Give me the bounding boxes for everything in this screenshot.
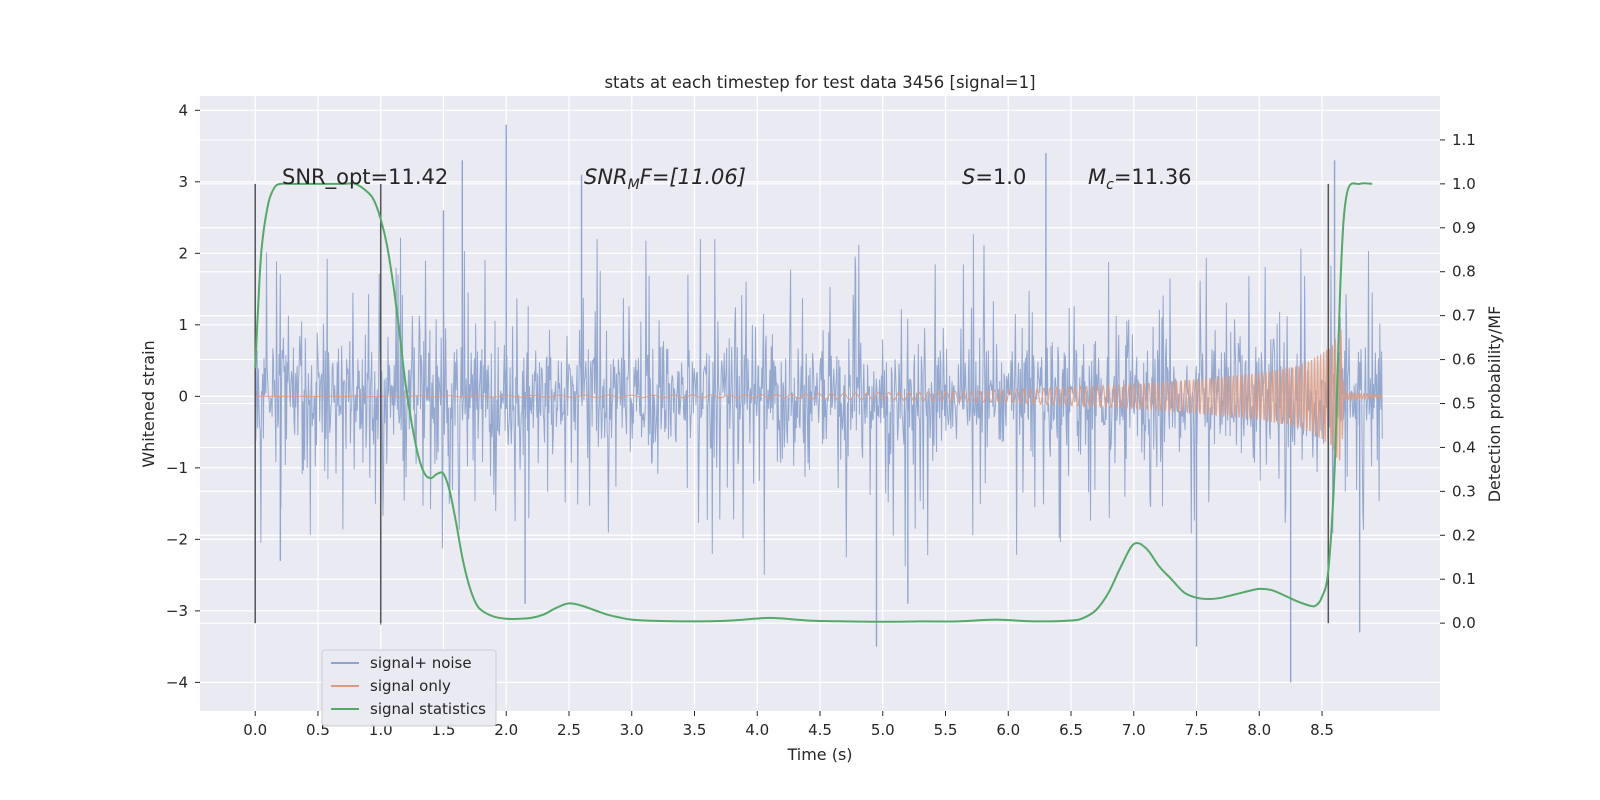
y-tick-label-right: 0.9	[1452, 219, 1476, 237]
annotation-snr-mf-rest: F=[11.06]	[640, 165, 746, 189]
legend-label-signal-noise: signal+ noise	[370, 654, 472, 672]
y-tick-label-right: 0.2	[1452, 526, 1476, 544]
annotation-s: S=1.0	[962, 165, 1026, 189]
x-tick-label: 7.5	[1185, 721, 1209, 739]
annotation-snr-mf: SNRMF=[11.06]	[584, 165, 746, 193]
x-tick-label: 8.0	[1247, 721, 1271, 739]
legend-label-signal-only: signal only	[370, 677, 451, 695]
legend: signal+ noise signal only signal statist…	[321, 649, 497, 727]
annotation-snr-mf-sub: M	[628, 177, 640, 193]
annotation-snr-opt: SNR_opt=11.42	[282, 165, 448, 190]
legend-box	[321, 649, 497, 727]
x-tick-label: 4.0	[745, 721, 769, 739]
x-tick-label: 3.0	[620, 721, 644, 739]
x-tick-label: 5.5	[934, 721, 958, 739]
y-tick-label-right: 0.1	[1452, 570, 1476, 588]
x-tick-label: 2.0	[494, 721, 518, 739]
y-tick-label-left: 0	[178, 387, 188, 405]
signal-only-series	[255, 329, 1383, 461]
y-tick-label-right: 0.3	[1452, 482, 1476, 500]
y-tick-label-right: 1.1	[1452, 131, 1476, 149]
y-tick-label-left: −2	[166, 530, 188, 548]
signal-only-line	[255, 329, 1383, 461]
y-tick-label-right: 0.8	[1452, 263, 1476, 281]
vertical-markers	[254, 183, 1330, 624]
annotation-mc: Mc=11.36	[1088, 165, 1192, 193]
annotation-mc-sub: c	[1106, 177, 1114, 193]
annotation-s-main: S	[962, 165, 975, 189]
y-tick-label-right: 0.4	[1452, 438, 1476, 456]
annotation-mc-rest: =11.36	[1114, 165, 1192, 189]
signal-statistics-line	[254, 182, 1373, 623]
y-tick-label-right: 0.5	[1452, 395, 1476, 413]
y-tick-label-left: −1	[166, 459, 188, 477]
annotation-snr-mf-main: SNR	[584, 165, 628, 189]
x-tick-label: 4.5	[808, 721, 832, 739]
x-tick-label: 6.5	[1059, 721, 1083, 739]
tick-labels: 0.0 0.5 1.0 1.5 2.0 2.5 3.0 3.5 4.0 4.5 5.0 5.5 6.0 6…	[166, 101, 1476, 739]
x-tick-label: 0.0	[243, 721, 267, 739]
annotation-s-rest: =1.0	[975, 165, 1026, 189]
annotation-mc-main: M	[1088, 165, 1106, 189]
y-axis-label-left: Whitened strain	[139, 340, 158, 467]
chart-title: stats at each timestep for test data 345…	[604, 73, 1035, 92]
x-tick-label: 6.0	[996, 721, 1020, 739]
legend-label-signal-statistics: signal statistics	[370, 700, 486, 718]
y-axis-label-right: Detection probability/MF	[1485, 306, 1504, 503]
y-tick-label-left: 4	[178, 101, 188, 119]
x-tick-label: 3.5	[683, 721, 707, 739]
x-tick-label: 5.0	[871, 721, 895, 739]
signal-noise-line	[254, 234, 1383, 575]
x-tick-label: 7.0	[1122, 721, 1146, 739]
x-axis-label: Time (s)	[786, 745, 852, 764]
y-tick-label-left: 3	[178, 173, 188, 191]
y-tick-label-right: 1.0	[1452, 175, 1476, 193]
y-tick-label-right: 0.6	[1452, 351, 1476, 369]
y-tick-label-right: 0.0	[1452, 614, 1476, 632]
signal-statistics-series	[254, 182, 1373, 623]
y-tick-label-left: −4	[166, 673, 188, 691]
y-tick-label-right: 0.7	[1452, 307, 1476, 325]
x-tick-label: 2.5	[557, 721, 581, 739]
y-tick-label-left: 1	[178, 316, 188, 334]
x-tick-label: 8.5	[1310, 721, 1334, 739]
y-tick-label-left: 2	[178, 244, 188, 262]
y-tick-label-left: −3	[166, 602, 188, 620]
